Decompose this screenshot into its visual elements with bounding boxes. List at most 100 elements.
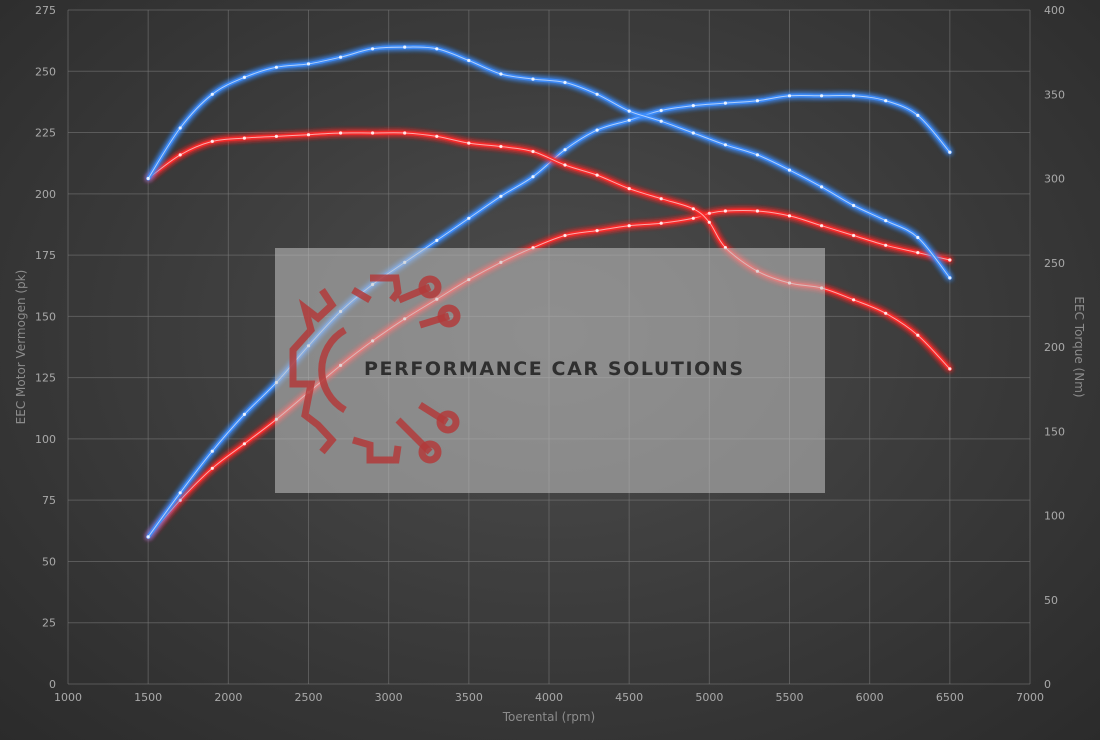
data-point	[852, 203, 856, 208]
data-point	[563, 148, 567, 152]
data-point	[595, 128, 599, 132]
data-point	[467, 58, 471, 63]
y-right-axis-title: EEC Torque (Nm)	[1072, 296, 1086, 397]
x-tick-label: 2500	[295, 691, 323, 704]
data-point	[755, 209, 760, 213]
data-point	[787, 168, 792, 172]
x-tick-label: 1000	[54, 691, 82, 704]
axis-ticks: 1000 1500 2000 2500 3000 3500 4000 4500 5000 5500…	[35, 4, 1065, 704]
x-tick-label: 1500	[134, 691, 162, 704]
data-point	[707, 211, 711, 215]
y-left-axis-title: EEC Motor Vermogen (pk)	[14, 270, 28, 425]
data-point	[435, 238, 439, 242]
data-point	[723, 209, 728, 213]
data-point	[916, 251, 920, 255]
data-point	[852, 233, 856, 238]
data-point	[707, 220, 711, 224]
y-left-tick-label: 275	[35, 4, 56, 17]
x-tick-label: 7000	[1016, 691, 1044, 704]
data-point	[274, 134, 278, 138]
data-point	[339, 55, 343, 59]
data-point	[627, 224, 631, 228]
data-point	[659, 108, 663, 113]
y-left-tick-label: 75	[42, 494, 56, 507]
data-point	[948, 276, 952, 280]
x-tick-label: 5000	[695, 691, 723, 704]
data-point	[178, 126, 182, 130]
data-point	[339, 131, 343, 135]
data-point	[595, 173, 599, 177]
data-point	[948, 258, 952, 262]
x-tick-label: 3000	[375, 691, 403, 704]
data-point	[435, 47, 439, 51]
series-line-highlight	[147, 46, 951, 279]
data-point	[948, 367, 952, 371]
data-point	[820, 185, 824, 189]
data-point	[210, 449, 214, 453]
data-point	[627, 118, 631, 122]
data-point	[884, 99, 888, 103]
data-point	[178, 491, 182, 495]
data-point	[820, 94, 824, 98]
y-right-tick-label: 350	[1044, 88, 1065, 101]
data-point	[659, 197, 663, 201]
y-right-tick-label: 150	[1044, 425, 1065, 438]
y-left-tick-label: 100	[35, 433, 56, 446]
y-left-tick-label: 200	[35, 188, 56, 201]
data-point	[852, 298, 856, 302]
data-point	[146, 176, 150, 181]
data-point	[659, 221, 663, 225]
data-point	[371, 131, 375, 135]
series-3-right	[146, 45, 952, 280]
data-point	[146, 535, 150, 539]
data-point	[563, 80, 567, 85]
y-left-tick-label: 50	[42, 555, 56, 568]
y-left-tick-label: 125	[35, 372, 56, 385]
data-point	[242, 442, 246, 446]
x-tick-label: 6500	[936, 691, 964, 704]
data-point	[306, 133, 311, 137]
data-point	[242, 75, 246, 79]
y-left-tick-label: 150	[35, 310, 56, 323]
y-right-tick-label: 50	[1044, 594, 1058, 607]
data-point	[884, 243, 888, 247]
y-left-tick-label: 250	[35, 65, 56, 78]
data-point	[691, 216, 695, 220]
data-point	[755, 153, 760, 157]
x-axis-title: Toerental (rpm)	[502, 710, 595, 724]
data-point	[787, 94, 792, 98]
data-point	[403, 45, 407, 49]
data-point	[178, 153, 182, 157]
y-right-tick-label: 300	[1044, 173, 1065, 186]
x-tick-label: 6000	[856, 691, 884, 704]
data-point	[499, 194, 503, 198]
y-left-tick-label: 25	[42, 617, 56, 630]
data-point	[659, 119, 663, 123]
y-right-tick-label: 200	[1044, 341, 1065, 354]
data-point	[435, 134, 439, 138]
data-point	[499, 144, 503, 149]
x-tick-label: 5500	[776, 691, 804, 704]
data-point	[787, 214, 792, 218]
watermark: PERFORMANCE CAR SOLUTIONS	[275, 248, 825, 493]
y-right-tick-label: 100	[1044, 510, 1065, 523]
data-point	[595, 92, 599, 96]
data-point	[242, 412, 246, 416]
x-tick-label: 4500	[615, 691, 643, 704]
y-right-tick-label: 250	[1044, 257, 1065, 270]
data-point	[691, 131, 695, 135]
data-point	[210, 466, 214, 470]
data-point	[210, 139, 214, 143]
data-point	[691, 104, 695, 108]
x-tick-label: 2000	[214, 691, 242, 704]
y-left-tick-label: 175	[35, 249, 56, 262]
data-point	[691, 207, 695, 211]
y-left-tick-label: 0	[49, 678, 56, 691]
data-point	[916, 333, 920, 337]
data-point	[531, 175, 535, 179]
data-point	[531, 77, 535, 81]
data-point	[723, 143, 728, 147]
data-point	[467, 141, 471, 145]
y-left-tick-label: 225	[35, 127, 56, 140]
